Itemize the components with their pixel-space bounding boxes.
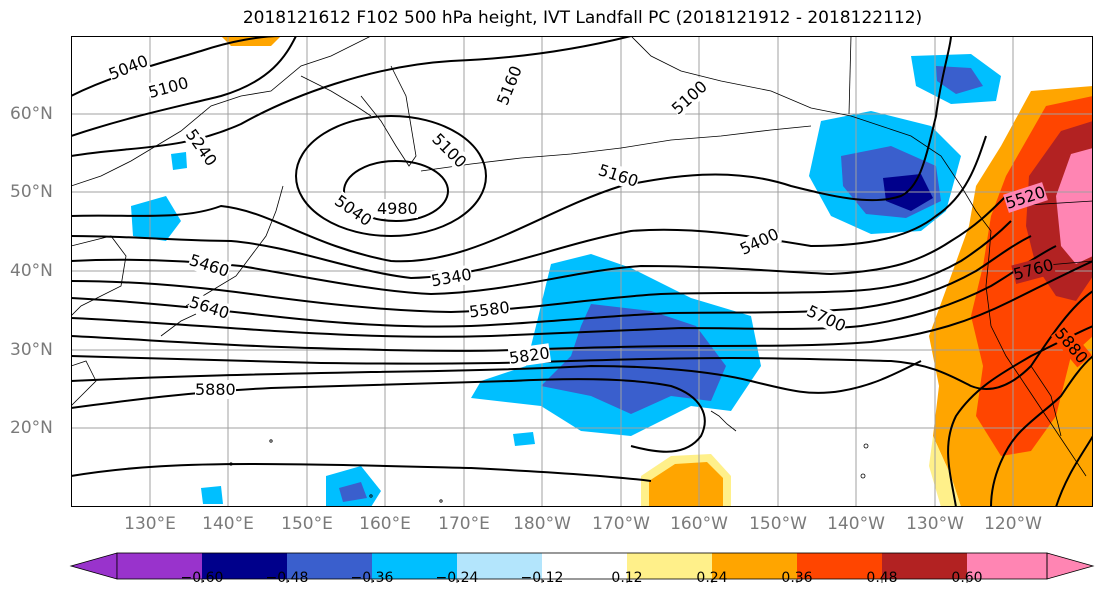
map-canvas (71, 36, 1093, 507)
map-title: 2018121612 F102 500 hPa height, IVT Land… (242, 8, 923, 28)
colorbar-tick-label: 0.12 (611, 570, 643, 586)
lon-label: 150°W (749, 514, 807, 534)
ivt-negative-region (936, 66, 983, 94)
colorbar-tick-label: −0.12 (520, 570, 564, 586)
colorbar-extend-high (1046, 552, 1095, 580)
colorbar-tick-label: −0.48 (265, 570, 309, 586)
colorbar-tick-label: −0.36 (350, 570, 394, 586)
ivt-negative-region (201, 486, 223, 504)
colorbar-segment (372, 553, 457, 579)
ivt-negative-region (131, 196, 181, 241)
colorbar-tick-label: −0.24 (435, 570, 479, 586)
lat-label: 40°N (10, 261, 53, 281)
lon-label: 150°E (281, 514, 333, 534)
colorbar-tick-label: 0.48 (866, 570, 898, 586)
colorbar-segment (287, 553, 372, 579)
ivt-positive-region (649, 462, 723, 507)
colorbar-segment (542, 553, 627, 579)
colorbar (69, 552, 1095, 583)
lon-label: 180°W (513, 514, 571, 534)
colorbar-tick-label: 0.24 (696, 570, 728, 586)
lon-label: 130°W (906, 514, 964, 534)
coastlines (71, 36, 1093, 503)
colorbar-extend-low (69, 552, 118, 580)
lat-label: 20°N (10, 418, 53, 438)
colorbar-tick-label: −0.60 (180, 570, 224, 586)
map-area (71, 36, 1093, 507)
ivt-positive-region (1056, 148, 1093, 264)
lon-label: 140°E (202, 514, 254, 534)
colorbar-segment (797, 553, 882, 579)
ivt-negative-region (339, 482, 367, 502)
lon-label: 130°E (124, 514, 176, 534)
colorbar-segment (882, 553, 967, 579)
ivt-negative-region (171, 152, 187, 170)
colorbar-tick-label: 0.60 (951, 570, 983, 586)
lon-label: 170°E (438, 514, 490, 534)
lon-label: 120°W (984, 514, 1042, 534)
lat-label: 30°N (10, 340, 53, 360)
lon-label: 160°E (359, 514, 411, 534)
lon-label: 170°W (592, 514, 650, 534)
colorbar-outline (116, 552, 1048, 580)
colorbar-segment (712, 553, 797, 579)
lat-label: 50°N (10, 182, 53, 202)
colorbar-segment (202, 553, 287, 579)
lon-label: 160°W (670, 514, 728, 534)
lat-label: 60°N (10, 104, 53, 124)
colorbar-segment (457, 553, 542, 579)
ivt-negative-region (513, 432, 535, 446)
colorbar-segment (967, 553, 1047, 579)
lon-label: 140°W (827, 514, 885, 534)
colorbar-ticks (201, 579, 968, 583)
ivt-positive-region (221, 36, 281, 46)
colorbar-segment (627, 553, 712, 579)
colorbar-segment (117, 553, 202, 579)
colorbar-tick-label: 0.36 (781, 570, 813, 586)
